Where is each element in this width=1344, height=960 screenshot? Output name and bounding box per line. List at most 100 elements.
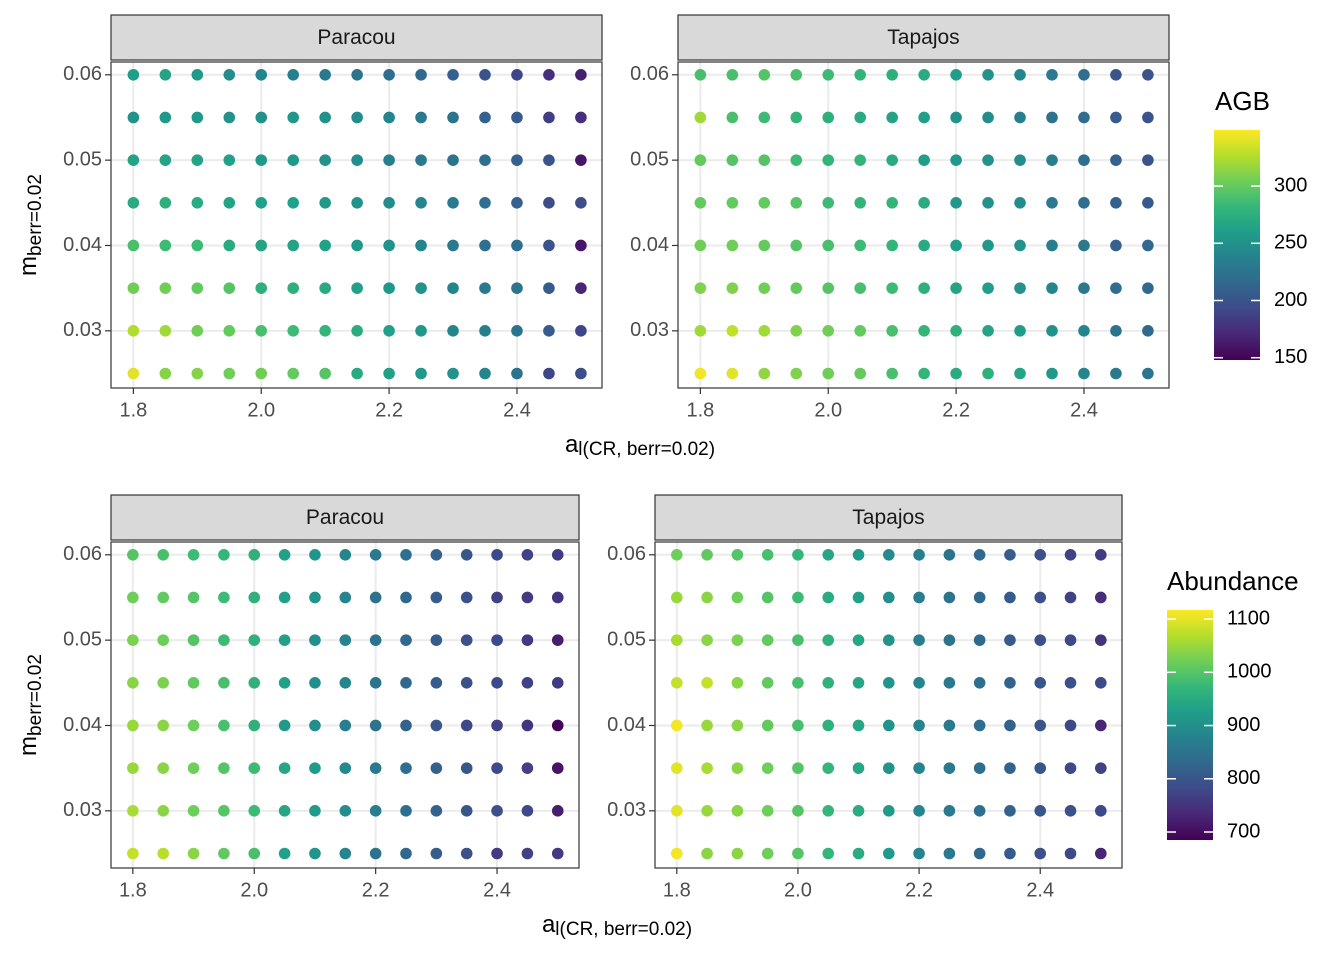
point [551, 677, 564, 689]
point [792, 591, 804, 604]
point [726, 282, 739, 294]
point [1110, 69, 1122, 81]
point [1034, 719, 1047, 732]
point [309, 634, 321, 646]
point [278, 549, 291, 561]
point [694, 69, 707, 81]
point [415, 367, 427, 380]
point [1095, 719, 1107, 732]
point [460, 762, 473, 774]
point [918, 367, 930, 380]
point [278, 677, 291, 689]
point [479, 325, 491, 337]
point [491, 677, 503, 689]
point [191, 325, 204, 337]
point [1004, 634, 1016, 646]
point [1046, 282, 1058, 294]
point [852, 762, 865, 774]
panel [678, 62, 1169, 388]
point [1095, 591, 1107, 604]
point [159, 69, 172, 81]
point [351, 282, 363, 294]
point [159, 367, 172, 380]
legend-title: AGB [1215, 86, 1270, 116]
point [854, 69, 867, 81]
point [694, 325, 707, 337]
point [415, 282, 427, 294]
point [790, 111, 803, 124]
point [575, 154, 587, 166]
point [191, 197, 204, 209]
point [278, 805, 291, 817]
point [943, 847, 956, 860]
point [1004, 762, 1016, 774]
point [726, 325, 739, 337]
x-axis-title-base: a [542, 911, 556, 938]
point [1046, 197, 1058, 209]
point [575, 325, 587, 337]
point [309, 677, 321, 689]
point [187, 549, 200, 561]
point [731, 591, 744, 604]
x-axis-title-sub: l(CR, berr=0.02) [578, 439, 715, 460]
point [191, 367, 204, 380]
point [792, 634, 804, 646]
point [1034, 591, 1047, 604]
point [852, 719, 865, 732]
point [248, 634, 261, 646]
point [157, 677, 170, 689]
point [191, 111, 204, 124]
point [701, 549, 713, 561]
point [191, 239, 204, 252]
point [319, 239, 331, 252]
point [460, 677, 473, 689]
point [460, 591, 473, 604]
point [447, 111, 459, 124]
point [1034, 805, 1047, 817]
point [943, 634, 956, 646]
point [982, 282, 994, 294]
point [187, 847, 200, 860]
point [369, 847, 382, 860]
point [479, 239, 491, 252]
point [159, 325, 172, 337]
point [575, 367, 587, 380]
point [491, 719, 503, 732]
point [950, 325, 962, 337]
point [822, 719, 835, 732]
point [694, 282, 707, 294]
point [886, 367, 898, 380]
point [223, 282, 236, 294]
point [726, 69, 739, 81]
point [447, 197, 459, 209]
point [982, 69, 994, 81]
y-axis-title-base: m [15, 736, 42, 756]
point [1046, 239, 1058, 252]
point [511, 69, 523, 81]
point [1034, 634, 1047, 646]
point [491, 549, 503, 561]
point [543, 154, 555, 166]
x-tick-label: 2.0 [240, 879, 268, 901]
point [790, 239, 803, 252]
point [1142, 111, 1154, 124]
point [854, 282, 867, 294]
point [726, 154, 739, 166]
point [950, 239, 962, 252]
point [543, 367, 555, 380]
point [218, 762, 230, 774]
point [575, 197, 587, 209]
colorbar-tick-label: 800 [1227, 767, 1260, 789]
point [479, 367, 491, 380]
point [883, 591, 895, 604]
point [852, 634, 865, 646]
legend-title: Abundance [1167, 566, 1299, 596]
point [351, 69, 363, 81]
point [761, 677, 774, 689]
point [726, 111, 739, 124]
point [1078, 282, 1090, 294]
x-axis-title: al(CR, berr=0.02) [565, 431, 715, 460]
point [287, 154, 300, 166]
point [883, 762, 895, 774]
point [758, 239, 771, 252]
